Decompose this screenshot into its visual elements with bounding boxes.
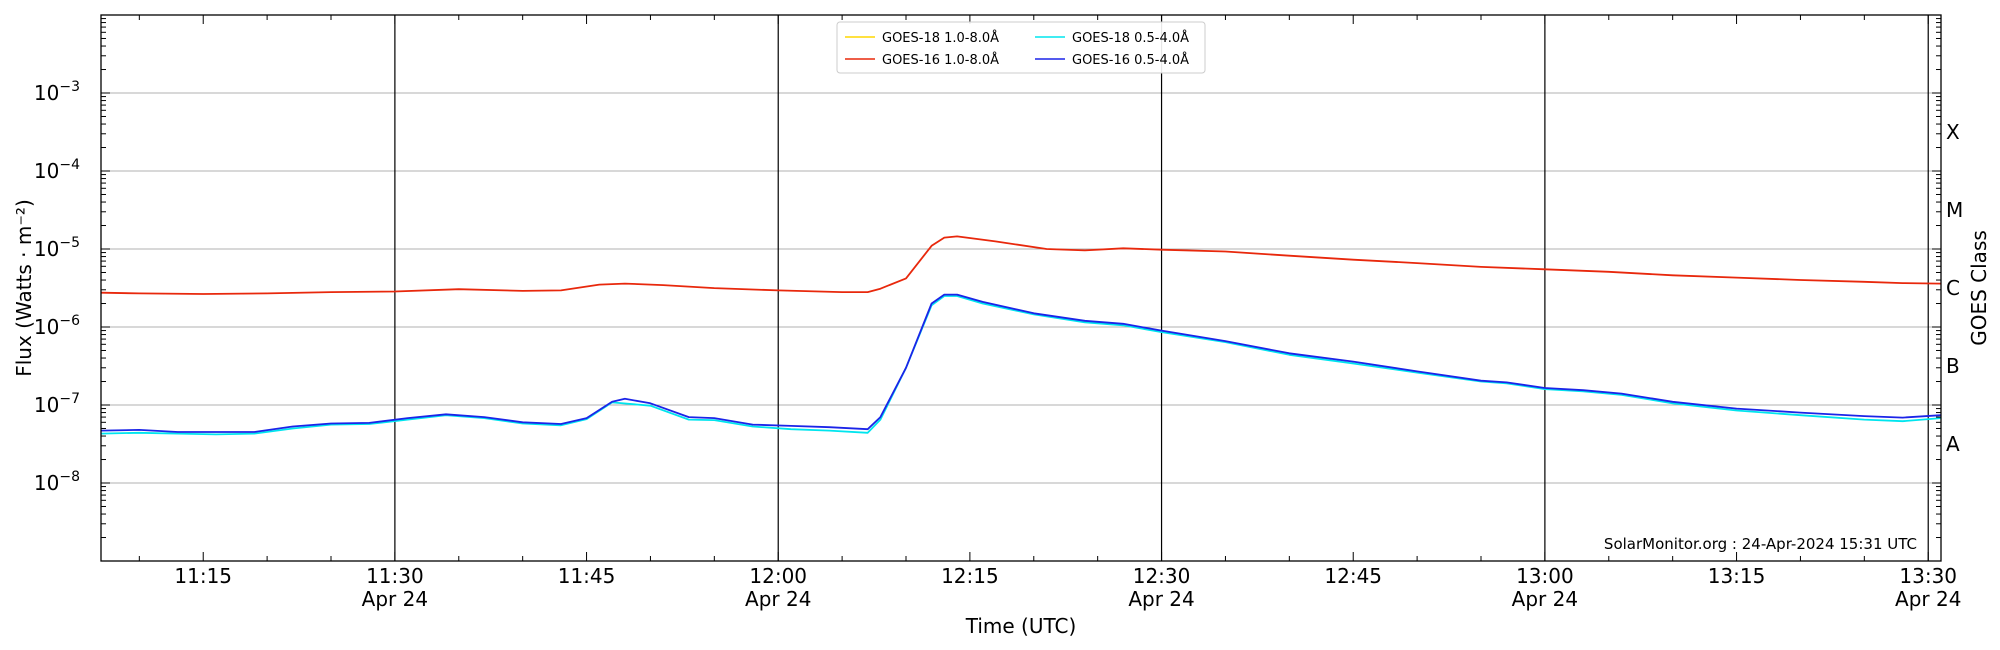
data-series (100, 235, 1942, 436)
goes-class-label: C (1946, 276, 1960, 300)
legend: GOES-18 1.0-8.0Å GOES-18 0.5-4.0Å GOES-16 … (836, 21, 1206, 74)
legend-box (836, 21, 1206, 74)
x-tick-label: 12:15 (941, 564, 999, 588)
x-tick-label: 11:45 (558, 564, 616, 588)
x-tick-label: 11:30 (366, 564, 424, 588)
x-tick-label: 13:30 (1899, 564, 1957, 588)
x-tick-date-label: Apr 24 (362, 587, 428, 611)
goes-class-label: B (1946, 354, 1960, 378)
series-line (100, 293, 1942, 433)
x-tick-label: 13:15 (1708, 564, 1766, 588)
x-axis-title: Time (UTC) (965, 614, 1077, 638)
series-line (100, 235, 1942, 295)
x-tick-date-label: Apr 24 (1895, 587, 1961, 611)
credit-text: SolarMonitor.org : 24-Apr-2024 15:31 UTC (1604, 535, 1917, 553)
goes-class-label: X (1946, 120, 1960, 144)
x-tick-date-label: Apr 24 (1128, 587, 1194, 611)
y-tick-label: 10−8 (34, 469, 80, 495)
y-tick-label: 10−3 (34, 79, 80, 105)
grid-lines (101, 15, 1941, 561)
plot-frame (100, 14, 1942, 562)
y-axis-title: Flux (Watts · m⁻²) (12, 199, 36, 377)
x-tick-label: 13:00 (1516, 564, 1574, 588)
legend-label: GOES-18 1.0-8.0Å (882, 30, 999, 46)
x-tick-date-label: Apr 24 (1512, 587, 1578, 611)
x-tick-label: 12:00 (749, 564, 807, 588)
goes-class-label: A (1946, 432, 1960, 456)
axis-ticks (101, 15, 1941, 561)
legend-label: GOES-16 0.5-4.0Å (1072, 52, 1189, 68)
x-tick-label: 12:30 (1133, 564, 1191, 588)
x-tick-label: 11:15 (174, 564, 232, 588)
legend-label: GOES-18 0.5-4.0Å (1072, 30, 1189, 46)
x-tick-date-label: Apr 24 (745, 587, 811, 611)
goes-class-label: M (1946, 198, 1963, 222)
x-tick-label: 12:45 (1324, 564, 1382, 588)
legend-label: GOES-16 1.0-8.0Å (882, 52, 999, 68)
goes-class-axis-title: GOES Class (1967, 230, 1991, 346)
